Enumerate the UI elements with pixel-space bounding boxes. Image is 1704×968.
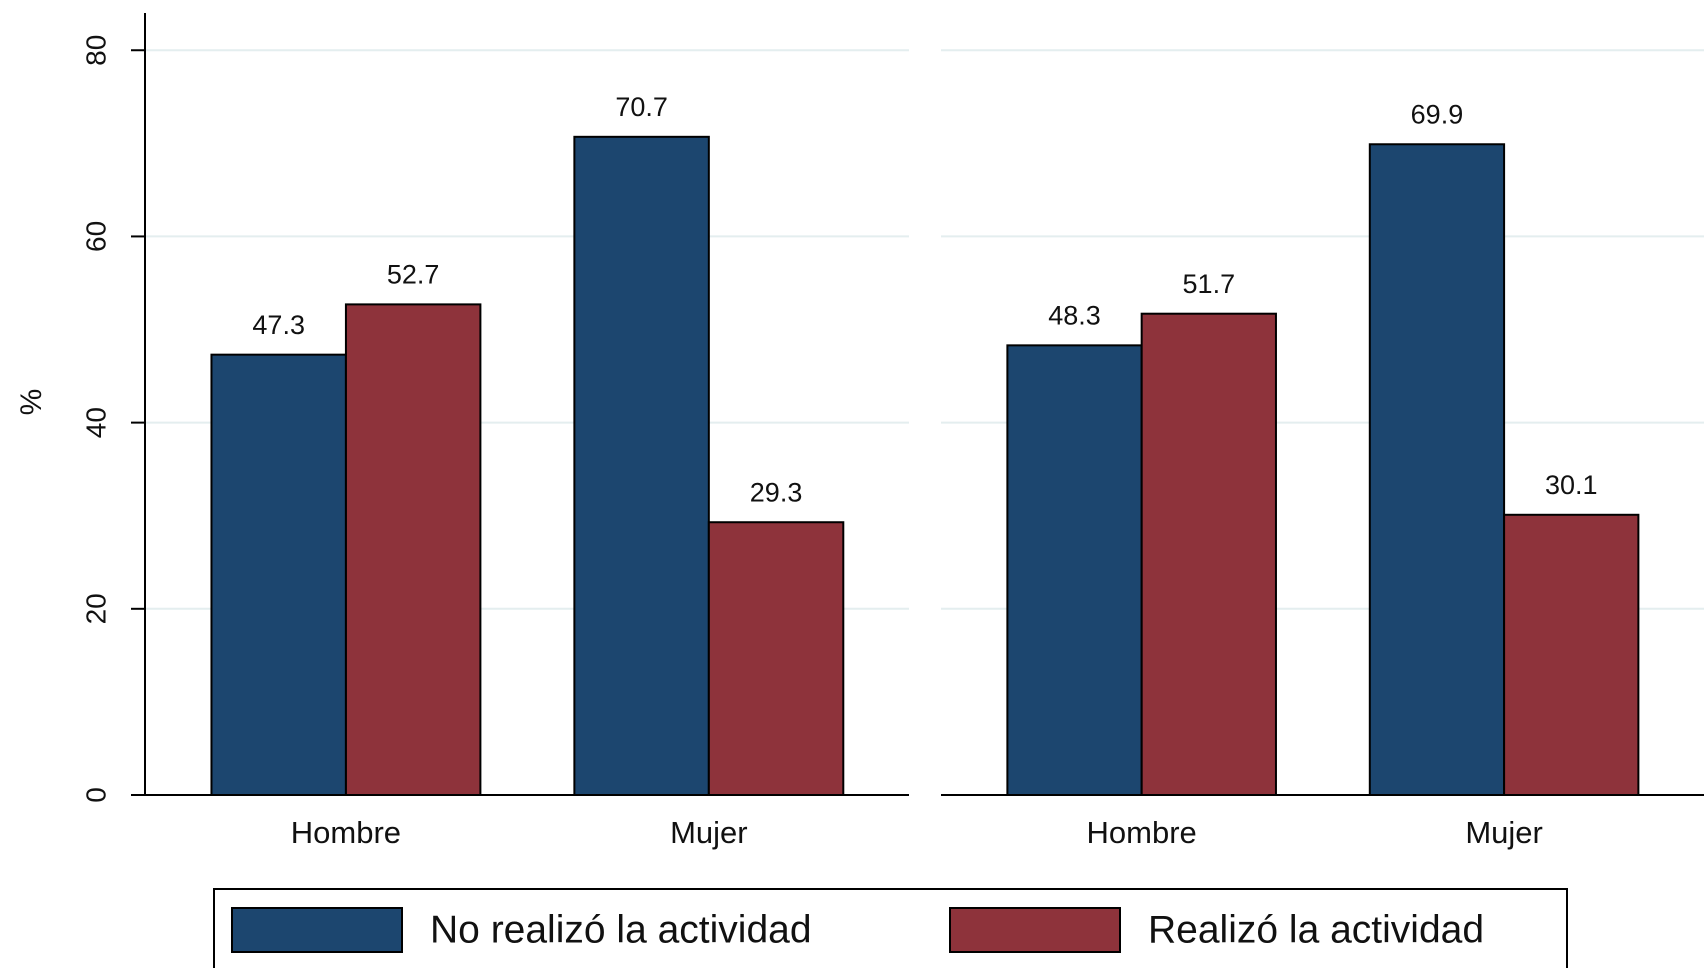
x-tick-label: Mujer xyxy=(1465,815,1543,850)
y-tick-label: 40 xyxy=(80,407,111,438)
x-tick-label: Hombre xyxy=(291,815,401,850)
value-label: 70.7 xyxy=(615,92,668,122)
value-label: 69.9 xyxy=(1411,99,1464,129)
y-tick-label: 80 xyxy=(80,35,111,66)
bar xyxy=(573,135,710,797)
legend-label: Realizó la actividad xyxy=(1148,908,1484,951)
y-tick-label: 20 xyxy=(80,593,111,624)
bar xyxy=(344,303,482,796)
value-label: 29.3 xyxy=(750,477,803,507)
value-label: 48.3 xyxy=(1048,300,1101,330)
legend-label: No realizó la actividad xyxy=(430,908,812,951)
y-axis-label: % xyxy=(15,389,48,416)
y-tick-label: 0 xyxy=(80,787,111,803)
value-label: 30.1 xyxy=(1545,470,1598,500)
legend-swatch xyxy=(231,907,403,953)
bar xyxy=(1368,143,1506,796)
bar xyxy=(210,353,347,796)
value-label: 51.7 xyxy=(1183,269,1236,299)
bar xyxy=(1503,513,1640,796)
bar xyxy=(1140,312,1277,796)
bar xyxy=(707,521,845,796)
value-label: 52.7 xyxy=(387,260,440,290)
y-tick-label: 60 xyxy=(80,221,111,252)
legend-swatch xyxy=(949,907,1121,953)
value-label: 47.3 xyxy=(252,310,305,340)
x-tick-label: Hombre xyxy=(1087,815,1197,850)
x-tick-label: Mujer xyxy=(670,815,748,850)
bar xyxy=(1006,344,1143,796)
legend-box xyxy=(213,888,1568,968)
